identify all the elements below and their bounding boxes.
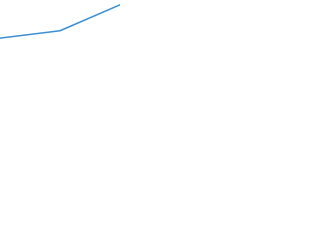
chart (0, 4, 120, 39)
data-line (0, 4, 120, 39)
page: {"chart_data": {"type": "line", "categor… (0, 0, 320, 45)
